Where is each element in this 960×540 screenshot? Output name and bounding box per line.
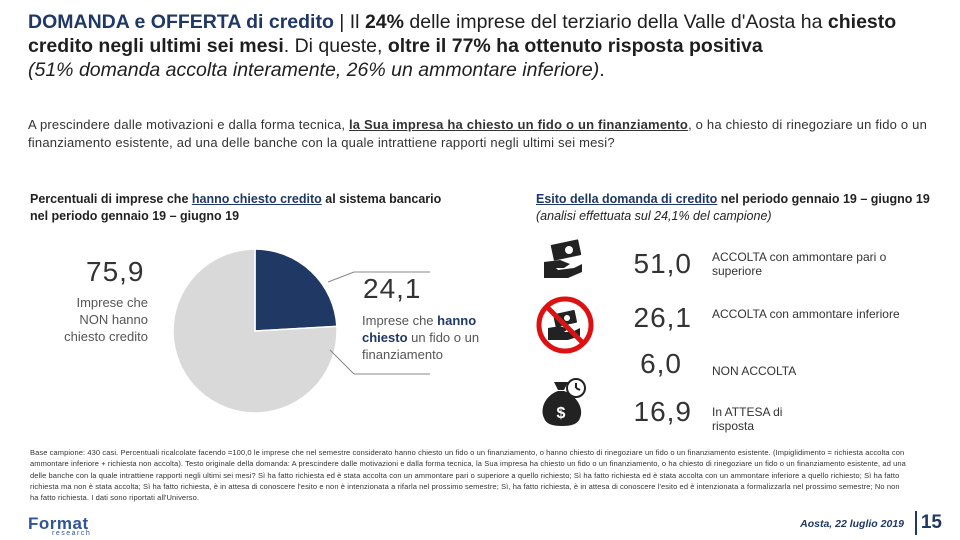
question-underlined: la Sua impresa ha chiesto un fido o un f… (349, 117, 689, 132)
page-title: DOMANDA e OFFERTA di credito | Il 24% de… (28, 10, 948, 82)
title-note: (51% domanda accolta interamente, 26% un… (28, 59, 600, 81)
result-label: NON ACCOLTA (712, 364, 797, 378)
page-number: 15 (920, 512, 942, 533)
footnote: Base campione: 430 casi. Percentuali ric… (30, 448, 906, 503)
svg-text:$: $ (557, 405, 566, 422)
pie-chart (172, 248, 338, 414)
title-highlight: 24% (364, 11, 404, 33)
title-highlight: oltre il 77% ha ottenuto risposta positi… (387, 35, 763, 57)
title-text: Il (349, 11, 365, 33)
title-separator: | (333, 11, 350, 33)
pie-value-no: 75,9 (86, 256, 145, 287)
question-text: , o ha chiesto di rinegoziare un fido o … (28, 117, 928, 150)
question-text: A prescindere dalle motivazioni e dalla … (28, 117, 349, 132)
logo-subtitle: research (52, 530, 92, 537)
result-value: 6,0 (640, 348, 682, 379)
footer-date: Aosta, 22 luglio 2019 (800, 518, 904, 530)
pie-subtitle: Percentuali di imprese che hanno chiesto… (30, 192, 442, 223)
result-value: 16,9 (633, 396, 692, 427)
title-highlight: chiesto credito negli ultimi sei mesi (28, 11, 897, 57)
title-text: delle imprese del terziario della Valle … (403, 11, 828, 33)
pie-value-yes: 24,1 (363, 273, 422, 304)
result-label: In ATTESA di risposta (712, 405, 783, 433)
results-subtitle-link: Esito della domanda di credito (536, 192, 718, 206)
title-text: . Di queste, (283, 35, 388, 57)
result-value: 26,1 (633, 302, 692, 333)
title-lead: DOMANDA e OFFERTA di credito (28, 11, 334, 33)
pie-slice-yes (254, 248, 338, 332)
money-hand-icon (544, 239, 582, 278)
pie-subtitle-link: hanno chiesto credito (191, 192, 322, 206)
logo: Format (28, 514, 89, 533)
pie-label-no: Imprese che NON hanno chiesto credito (64, 295, 148, 344)
title-text: . (599, 59, 605, 81)
result-label: ACCOLTA con ammontare inferiore (712, 307, 900, 321)
result-label: ACCOLTA con ammontare pari o superiore (712, 250, 887, 278)
pie-label-yes: Imprese che hanno chiesto un fido o un f… (362, 313, 480, 362)
no-money-hand-icon (536, 296, 594, 354)
result-value: 51,0 (633, 248, 692, 279)
survey-question: A prescindere dalle motivazioni e dalla … (28, 116, 928, 152)
money-bag-clock-icon: $ (542, 378, 586, 426)
pie-slice-no (172, 248, 338, 414)
results-subtitle-note: (analisi effettuata sul 24,1% del campio… (536, 209, 772, 223)
results-subtitle: Esito della domanda di credito nel perio… (536, 192, 930, 223)
pie-leader-lines (327, 271, 430, 375)
footer-divider (915, 511, 917, 535)
